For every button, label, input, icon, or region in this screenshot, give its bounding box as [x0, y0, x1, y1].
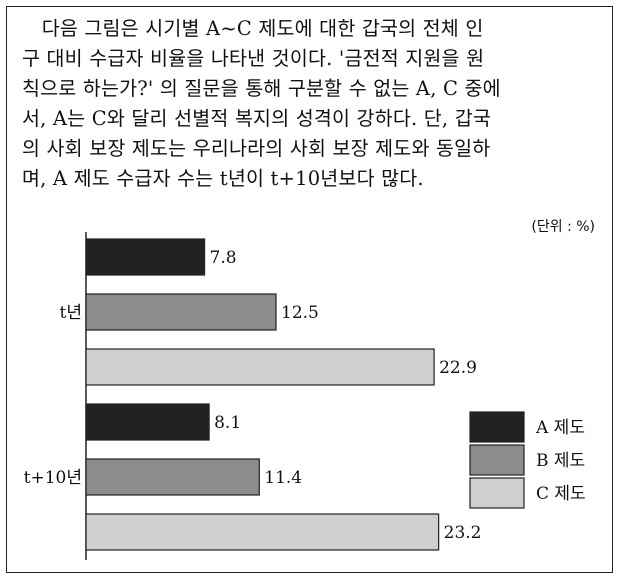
value-label: 22.9 [439, 358, 477, 378]
value-label: 11.4 [264, 468, 302, 488]
legend-swatch-a [469, 411, 525, 443]
question-text: 다음 그림은 시기별 A~C 제도에 대한 갑국의 전체 인 구 대비 수급자 … [22, 17, 501, 190]
legend-swatch-b [469, 444, 525, 476]
question-frame [6, 6, 613, 573]
bar-t10-b [85, 458, 260, 496]
value-label: 12.5 [281, 303, 319, 323]
bar-t-a [85, 238, 206, 276]
value-label: 8.1 [214, 413, 241, 433]
unit-label: (단위 : %) [531, 219, 595, 235]
bar-t10-c [85, 513, 440, 551]
legend-label: B 제도 [536, 451, 585, 471]
legend-swatch-c [469, 477, 525, 509]
category-label: t년 [60, 303, 82, 323]
legend-label: C 제도 [536, 484, 586, 504]
category-label: t+10년 [24, 468, 82, 488]
bar-t-c [85, 348, 435, 386]
bar-t10-a [85, 403, 210, 441]
value-label: 7.8 [210, 248, 237, 268]
legend-label: A 제도 [535, 418, 585, 438]
bar-t-b [85, 293, 277, 331]
value-label: 23.2 [444, 523, 482, 543]
